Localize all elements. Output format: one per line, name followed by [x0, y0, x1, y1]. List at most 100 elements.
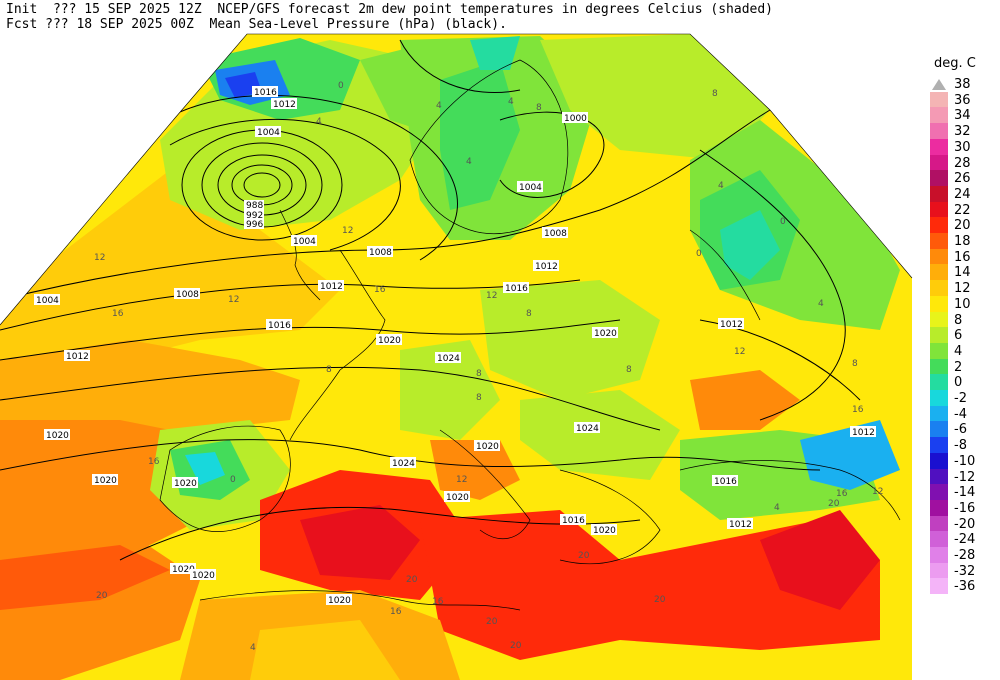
isobar-label: 1016: [714, 477, 737, 487]
dewpoint-label: 8: [526, 309, 532, 319]
dewpoint-label: 16: [432, 597, 444, 607]
dewpoint-label: 4: [508, 97, 514, 107]
legend-entry: 30: [930, 138, 1000, 155]
legend-label: -20: [954, 516, 976, 532]
dewpoint-label: 12: [228, 295, 239, 305]
isobar-label: 992: [246, 211, 263, 221]
header-init-line: Init ??? 15 SEP 2025 12Z NCEP/GFS foreca…: [6, 2, 774, 17]
coastlines: [159, 59, 901, 611]
legend-swatch: [930, 468, 948, 485]
legend-label: -28: [954, 548, 976, 563]
legend-label: 4: [954, 343, 963, 359]
legend-swatch: [930, 138, 948, 155]
legend-label: 12: [954, 281, 971, 297]
dewpoint-label: 8: [476, 393, 482, 403]
isobar-label: 1016: [505, 284, 528, 294]
dewpoint-labels: 0 4 4 8 8 4 4 4 0 0 12 12 16 12 16 12 8 …: [94, 81, 883, 653]
isobar-label: 1012: [729, 520, 752, 530]
isobar-label: 1004: [36, 296, 59, 306]
isobar-label: 1020: [174, 479, 197, 489]
dewpoint-label: 20: [486, 617, 498, 627]
legend-swatch: [930, 201, 948, 218]
legend-swatch: [930, 185, 948, 202]
isobar-label: 1012: [852, 428, 875, 438]
legend-label: 8: [954, 312, 963, 328]
legend-swatch: [930, 531, 948, 548]
legend-entry: 16: [930, 248, 1000, 265]
isobar-label: 1008: [369, 248, 392, 258]
legend-swatch: [930, 107, 948, 124]
legend-label: -4: [954, 406, 967, 422]
legend-swatch: [930, 264, 948, 281]
dewpoint-label: 20: [654, 595, 666, 605]
legend-label: 18: [954, 234, 971, 249]
dewpoint-label: 4: [774, 503, 780, 513]
legend-swatch: [930, 170, 948, 187]
legend-label: 24: [954, 186, 971, 202]
legend-swatch: [930, 405, 948, 422]
legend-entry: -6: [930, 421, 1000, 438]
legend-entry: 20: [930, 217, 1000, 234]
isobar-label: 1012: [535, 262, 558, 272]
dewpoint-label: 16: [390, 607, 402, 617]
dewpoint-label: 4: [466, 157, 472, 167]
legend-entry: -14: [930, 484, 1000, 501]
legend-label: 20: [954, 218, 971, 234]
legend-swatch: [930, 547, 948, 563]
isobars: [0, 39, 861, 561]
dewpoint-label: 20: [406, 575, 418, 585]
legend-label: 28: [954, 155, 971, 171]
legend-entry: 14: [930, 264, 1000, 281]
isobar-label: 1020: [328, 596, 351, 606]
dewpoint-label: 16: [148, 457, 160, 467]
isobar-label: 1012: [273, 100, 296, 110]
dewpoint-label: 16: [852, 405, 864, 415]
legend-swatch: [930, 390, 948, 406]
dewpoint-label: 12: [734, 347, 745, 357]
legend-entry: 34: [930, 107, 1000, 124]
legend-label: 22: [954, 202, 971, 218]
legend-label: -6: [954, 422, 967, 438]
legend-label: -24: [954, 532, 976, 548]
legend-label: 10: [954, 296, 971, 312]
dewpoint-label: 4: [436, 101, 442, 111]
dewpoint-label: 4: [718, 181, 724, 191]
isobar-labels: 1016 1012 1004 988 992 996 1004 1000 100…: [34, 86, 876, 606]
legend-label: -16: [954, 500, 976, 516]
legend-swatch: [930, 123, 948, 140]
dewpoint-label: 12: [486, 291, 497, 301]
legend-entry: 22: [930, 201, 1000, 218]
dewpoint-label: 4: [818, 299, 824, 309]
dewpoint-label: 8: [626, 365, 632, 375]
legend-entry: -20: [930, 515, 1000, 532]
isobar-label: 1004: [257, 128, 280, 138]
legend-swatch: [930, 295, 948, 312]
legend-swatch: [930, 499, 948, 516]
dewpoint-label: 20: [96, 591, 108, 601]
legend-swatch: [930, 248, 948, 265]
dewpoint-label: 20: [510, 641, 522, 651]
legend-entry: 8: [930, 311, 1000, 328]
legend-entry: -28: [930, 547, 1000, 563]
legend-swatch: [930, 358, 948, 375]
legend-swatch: [930, 437, 948, 454]
isobar-label: 1020: [476, 442, 499, 452]
dewpoint-label: 16: [112, 309, 124, 319]
isobar-label: 1024: [437, 354, 460, 364]
legend-swatch: [930, 76, 948, 92]
dewpoint-label: 0: [696, 249, 702, 259]
isobar-label: 1020: [593, 526, 616, 536]
legend-entry: 2: [930, 358, 1000, 375]
legend-label: -12: [954, 469, 976, 485]
legend-swatch: [930, 91, 948, 108]
dewpoint-label: 4: [316, 117, 322, 127]
legend-swatch: [930, 154, 948, 171]
legend-label: 26: [954, 171, 971, 187]
legend-entry: -10: [930, 452, 1000, 469]
legend-entry: 36: [930, 91, 1000, 108]
legend-label: -14: [954, 485, 976, 501]
dewpoint-label: 0: [780, 217, 786, 227]
legend-label: 2: [954, 359, 963, 375]
isobar-label: 1016: [562, 516, 585, 526]
legend-label: -2: [954, 391, 967, 406]
